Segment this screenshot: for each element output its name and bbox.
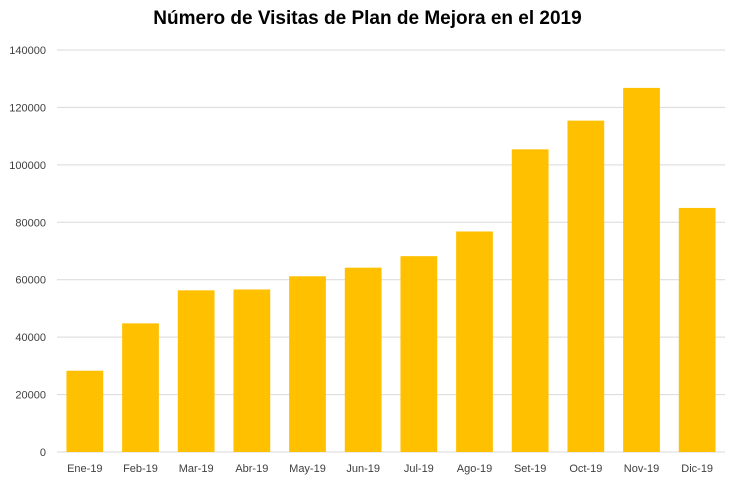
y-tick-label: 0	[40, 447, 46, 459]
bar-nov-19	[623, 87, 660, 452]
bar-abr-19	[233, 289, 271, 452]
y-axis-ticks: 0 20000 40000 60000 80000 100000 120000 140000	[9, 45, 46, 459]
x-tick-label: Dic-19	[681, 463, 713, 475]
x-tick-label: Abr-19	[235, 463, 268, 475]
bar-jul-19	[400, 256, 438, 452]
bar-ene-19	[66, 370, 104, 452]
x-tick-label: Ago-19	[457, 463, 492, 475]
y-tick-label: 60000	[15, 275, 46, 287]
x-tick-label: Oct-19	[569, 463, 602, 475]
y-tick-label: 120000	[9, 102, 46, 114]
x-tick-label: Jun-19	[346, 463, 380, 475]
bars	[66, 87, 716, 452]
gridlines	[57, 49, 725, 453]
bar-mar-19	[177, 290, 215, 452]
chart-title: Número de Visitas de Plan de Mejora en e…	[153, 8, 582, 29]
x-tick-label: Jul-19	[404, 463, 434, 475]
y-tick-label: 20000	[15, 390, 46, 402]
bar-ago-19	[456, 231, 493, 452]
bar-dic-19	[678, 207, 716, 452]
x-tick-label: Mar-19	[179, 463, 214, 475]
y-tick-label: 40000	[15, 332, 46, 344]
x-tick-label: May-19	[289, 463, 326, 475]
y-tick-label: 140000	[9, 45, 46, 57]
bar-set-19	[511, 149, 549, 452]
bar-may-19	[289, 276, 326, 452]
y-tick-label: 80000	[15, 217, 46, 229]
x-tick-label: Nov-19	[624, 463, 659, 475]
x-tick-label: Ene-19	[67, 463, 102, 475]
y-tick-label: 100000	[9, 160, 46, 172]
x-tick-label: Feb-19	[123, 463, 158, 475]
bar-feb-19	[122, 323, 159, 452]
x-axis-ticks: Ene-19 Feb-19 Mar-19 Abr-19 May-19 Jun-19 Jul-…	[67, 463, 713, 475]
x-tick-label: Set-19	[514, 463, 546, 475]
bar-jun-19	[344, 267, 382, 452]
bar-oct-19	[567, 120, 605, 452]
